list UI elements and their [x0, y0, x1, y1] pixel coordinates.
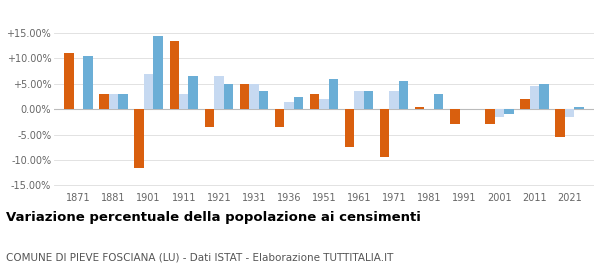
Bar: [239, 84, 249, 109]
Bar: [170, 41, 179, 109]
Bar: [415, 107, 424, 109]
Bar: [310, 94, 319, 109]
Bar: [188, 76, 198, 109]
Bar: [364, 92, 373, 109]
Bar: [205, 109, 214, 127]
Bar: [399, 81, 409, 109]
Bar: [319, 99, 329, 109]
Bar: [293, 97, 303, 109]
Bar: [450, 109, 460, 124]
Bar: [284, 102, 293, 109]
Bar: [259, 92, 268, 109]
Bar: [389, 92, 399, 109]
Bar: [64, 53, 74, 109]
Legend: Pieve Fosciana, Provincia di LU, Toscana: Pieve Fosciana, Provincia di LU, Toscana: [171, 0, 477, 3]
Bar: [345, 109, 355, 147]
Bar: [380, 109, 389, 157]
Bar: [83, 56, 93, 109]
Bar: [494, 109, 504, 117]
Bar: [144, 74, 154, 109]
Bar: [100, 94, 109, 109]
Bar: [530, 86, 539, 109]
Bar: [485, 109, 494, 124]
Bar: [109, 94, 118, 109]
Bar: [275, 109, 284, 127]
Bar: [249, 84, 259, 109]
Bar: [214, 76, 224, 109]
Bar: [329, 79, 338, 109]
Bar: [224, 84, 233, 109]
Text: COMUNE DI PIEVE FOSCIANA (LU) - Dati ISTAT - Elaborazione TUTTITALIA.IT: COMUNE DI PIEVE FOSCIANA (LU) - Dati IST…: [6, 252, 394, 262]
Bar: [134, 109, 144, 167]
Bar: [574, 107, 584, 109]
Text: Variazione percentuale della popolazione ai censimenti: Variazione percentuale della popolazione…: [6, 211, 421, 224]
Bar: [154, 36, 163, 109]
Bar: [565, 109, 574, 117]
Bar: [434, 94, 443, 109]
Bar: [355, 92, 364, 109]
Bar: [539, 84, 548, 109]
Bar: [179, 94, 188, 109]
Bar: [555, 109, 565, 137]
Bar: [520, 99, 530, 109]
Bar: [504, 109, 514, 114]
Bar: [118, 94, 128, 109]
